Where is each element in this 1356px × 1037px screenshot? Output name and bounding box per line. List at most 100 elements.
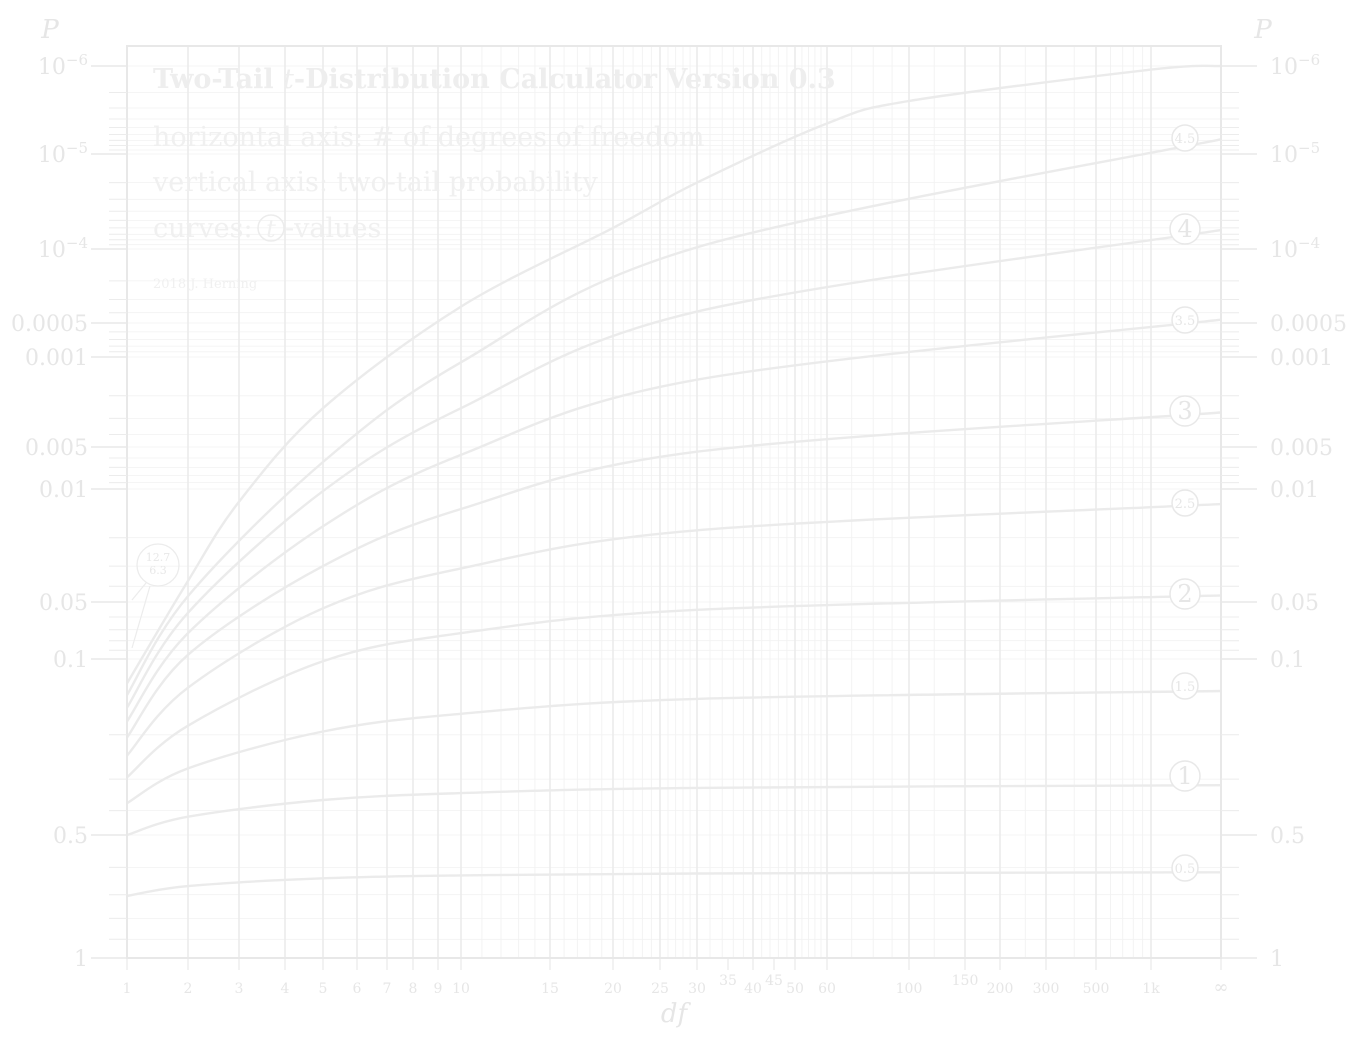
curve-t-0-5 <box>126 871 1222 898</box>
y-tick-label-left: 0.001 <box>25 346 88 371</box>
x-tick-label: 1k <box>1142 981 1160 997</box>
curve-t-3 <box>126 411 1222 739</box>
y-tick-label-right: 0.001 <box>1270 346 1333 371</box>
x-tick-label: 8 <box>409 981 418 997</box>
x-tick-label: 150 <box>952 973 979 989</box>
curve-label-circle <box>1169 395 1201 427</box>
x-tick-label: 4 <box>281 981 290 997</box>
x-tick-label: 300 <box>1033 981 1060 997</box>
curve-label: 3 <box>1177 397 1192 425</box>
y-tick-exponent: −5 <box>66 139 88 157</box>
y-tick-label-left: 0.01 <box>39 478 88 503</box>
x-tick-label: 40 <box>744 981 762 997</box>
credit-text: 2018 J. Herning <box>153 277 257 292</box>
curve-t-4-5 <box>125 138 1222 696</box>
y-tick-exponent: −6 <box>1298 51 1320 69</box>
x-tick-label: 25 <box>651 981 669 997</box>
curve-label-circle <box>1171 854 1199 882</box>
description-line-1: horizontal axis: # of degrees of freedom <box>153 122 704 153</box>
callout-value-1: 12.7 <box>146 551 171 564</box>
y-tick-label-right: 10−5 <box>1270 139 1320 168</box>
callout-pointer-1 <box>131 582 147 601</box>
minor-gridlines <box>127 65 1221 940</box>
y-tick-label-left: 1 <box>74 947 88 972</box>
x-tick-label: 2 <box>184 981 193 997</box>
curve-label: 3.5 <box>1175 314 1196 329</box>
curve-label-circle <box>1171 489 1199 517</box>
curve-label-circle <box>1169 760 1201 792</box>
curve-t-4 <box>125 228 1222 709</box>
y-tick-label-right: 10−4 <box>1270 234 1320 263</box>
x-tick-label: 10 <box>452 981 470 997</box>
callout-pointer-2 <box>131 585 151 649</box>
x-tick-label: 60 <box>818 981 836 997</box>
t-value-curves <box>125 64 1222 898</box>
y-tick-label-right: 0.1 <box>1270 648 1305 673</box>
curve-t-2-5 <box>126 502 1222 757</box>
curves-prefix: curves: <box>153 213 253 244</box>
curve-labels: 0.5 1 1.5 2 2.5 3 3.5 4 4.5 <box>1169 124 1201 882</box>
y-tick-label-right: 0.0005 <box>1270 312 1347 337</box>
curve-label-circle <box>1171 306 1199 334</box>
callout-value-2: 6.3 <box>149 564 167 577</box>
curves-var-circle <box>257 214 285 242</box>
x-tick-label: 200 <box>987 981 1014 997</box>
x-tick-label: ∞ <box>1214 977 1229 998</box>
y-tick-label-left: 0.005 <box>25 436 88 461</box>
y-tick-base: 10 <box>38 238 66 263</box>
y-tick-label-left: 0.05 <box>39 591 88 616</box>
curve-label: 2.5 <box>1175 497 1196 512</box>
y-tick-base: 10 <box>38 55 66 80</box>
y-tick-label-right: 0.01 <box>1270 478 1319 503</box>
y-tick-label-left: 10−6 <box>38 51 88 80</box>
y-tick-label-left: 0.1 <box>53 648 88 673</box>
y-tick-exponent: −6 <box>66 51 88 69</box>
x-axis-label: df <box>661 999 692 1029</box>
description-line-2: vertical axis: two-tail probability <box>152 167 599 198</box>
y-tick-exponent: −5 <box>1298 139 1320 157</box>
curve-label-circle <box>1169 213 1201 245</box>
x-axis: 1 2 3 4 5 6 7 8 9 10 15 20 25 30 35 40 45 50 60 100 150 200 30… <box>123 958 1229 998</box>
y-tick-base: 10 <box>38 143 66 168</box>
curve-envelope <box>125 64 1222 685</box>
curve-label: 1 <box>1177 762 1192 790</box>
x-tick-label: 3 <box>235 981 244 997</box>
x-tick-label: 7 <box>383 981 392 997</box>
curve-t-3-5 <box>126 318 1222 723</box>
y-tick-label-right: 10−6 <box>1270 51 1320 80</box>
callout-circle <box>136 543 180 587</box>
curve-label-circle <box>1171 124 1199 152</box>
title-suffix: -Distribution Calculator Version 0.3 <box>294 64 836 95</box>
curve-label: 1.5 <box>1175 680 1196 695</box>
y-tick-label-left: 0.5 <box>53 824 88 849</box>
x-tick-label: 6 <box>353 981 362 997</box>
description-line-3: curves: t -values <box>153 213 381 244</box>
x-tick-label: 500 <box>1083 981 1110 997</box>
x-tick-label: 45 <box>765 973 783 989</box>
y-tick-label-right: 1 <box>1270 947 1284 972</box>
curves-var: t <box>266 215 276 243</box>
y-tick-label-right: 0.05 <box>1270 591 1319 616</box>
curve-label-circle <box>1171 672 1199 700</box>
y-tick-label-right: 0.005 <box>1270 436 1333 461</box>
plot-border <box>126 45 1222 959</box>
y-axis-label-left: P <box>40 15 59 45</box>
x-tick-label: 50 <box>786 981 804 997</box>
df1-callout: 12.7 6.3 <box>131 543 180 649</box>
curve-t-2 <box>126 594 1222 779</box>
curves-suffix: -values <box>285 213 381 244</box>
x-tick-label: 9 <box>434 981 443 997</box>
title-variable: t <box>283 64 294 95</box>
curve-label: 4 <box>1177 215 1192 243</box>
right-y-axis: 10−610−510−40.00050.0010.0050.010.050.10… <box>1221 51 1347 972</box>
x-tick-label: 35 <box>719 973 737 989</box>
y-tick-label-left: 10−5 <box>38 139 88 168</box>
curve-label-circle <box>1169 578 1201 610</box>
x-tick-label: 100 <box>896 981 923 997</box>
x-tick-label: 30 <box>688 981 706 997</box>
curve-label: 2 <box>1177 580 1192 608</box>
x-tick-label: 5 <box>319 981 328 997</box>
y-tick-exponent: −4 <box>66 234 88 252</box>
curve-t-1 <box>126 784 1222 837</box>
